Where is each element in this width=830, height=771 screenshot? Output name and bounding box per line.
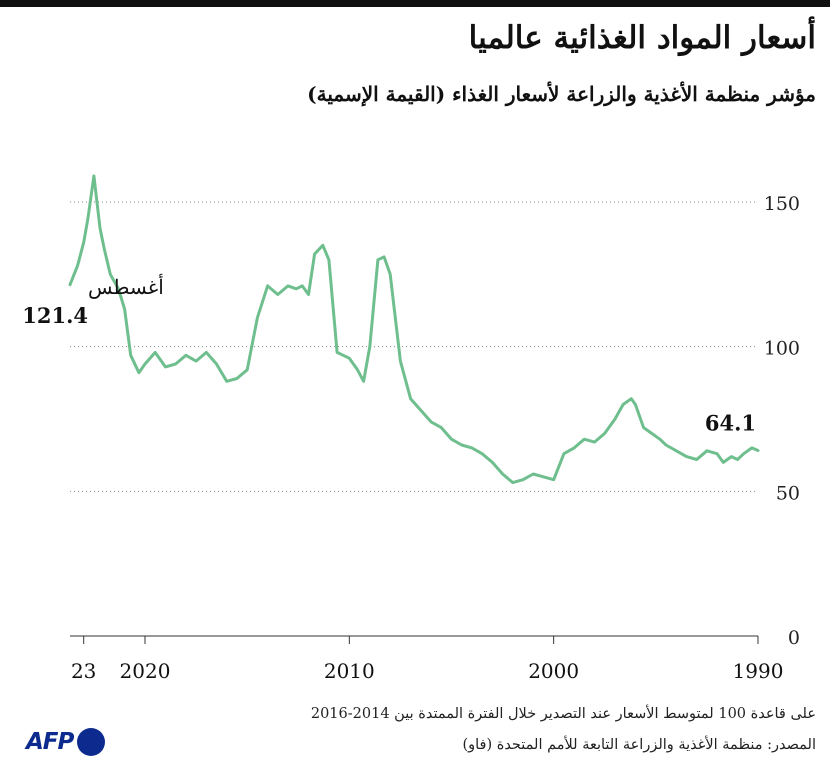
x-tick-label: 2010 bbox=[324, 659, 375, 683]
afp-logo-dot-icon bbox=[77, 728, 106, 756]
y-tick-label: 0 bbox=[788, 627, 800, 649]
x-tick-label: 1990 bbox=[733, 659, 784, 683]
afp-logo: AFP bbox=[26, 727, 106, 757]
end-value-label: 64.1 bbox=[705, 411, 756, 436]
start-month-label: أغسطس bbox=[88, 273, 164, 299]
chart-subtitle: مؤشر منظمة الأغذية والزراعة لأسعار الغذا… bbox=[307, 82, 816, 106]
x-tick-label: 2000 bbox=[528, 659, 579, 683]
series-line bbox=[68, 174, 760, 485]
start-value-label: 121.4 bbox=[22, 303, 88, 328]
x-tick-label: 23 bbox=[71, 659, 96, 683]
source-note: المصدر: منظمة الأغذية والزراعة التابعة ل… bbox=[462, 737, 816, 753]
footnote: على قاعدة 100 لمتوسط الأسعار عند التصدير… bbox=[310, 706, 816, 722]
chart-title: أسعار المواد الغذائية عالميا bbox=[468, 20, 816, 56]
top-rule bbox=[0, 0, 830, 7]
x-tick-label: 2020 bbox=[120, 659, 171, 683]
afp-logo-text: AFP bbox=[26, 729, 74, 755]
y-tick-label: 150 bbox=[764, 193, 800, 215]
y-tick-label: 100 bbox=[764, 338, 800, 360]
line-chart: 0 50 100 150 1990 2000 2010 2020 23 64.1 أغسطس121.… bbox=[22, 174, 800, 683]
y-tick-label: 50 bbox=[776, 482, 800, 504]
